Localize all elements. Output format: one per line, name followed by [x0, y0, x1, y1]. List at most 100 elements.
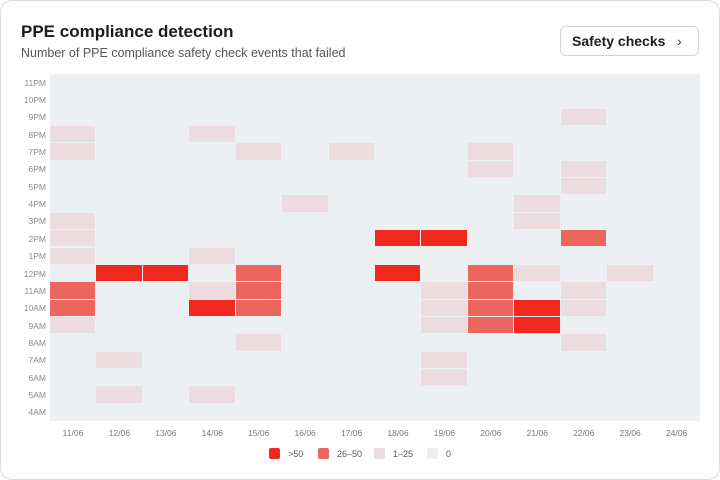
- heatmap-cell-21-06-1pm[interactable]: [514, 247, 560, 264]
- heatmap-cell-16-06-10am[interactable]: [282, 299, 328, 316]
- heatmap-cell-21-06-3pm[interactable]: [514, 212, 560, 230]
- heatmap-cell-14-06-3pm[interactable]: [189, 212, 235, 230]
- heatmap-cell-17-06-10am[interactable]: [328, 299, 374, 316]
- heatmap-cell-12-06-9am[interactable]: [96, 316, 142, 334]
- heatmap-cell-15-06-2pm[interactable]: [235, 230, 282, 247]
- heatmap-cell-22-06-6pm[interactable]: [560, 160, 607, 178]
- heatmap-cell-16-06-8pm[interactable]: [282, 126, 328, 143]
- heatmap-cell-22-06-11am[interactable]: [560, 282, 607, 299]
- heatmap-cell-13-06-6am[interactable]: [142, 368, 189, 386]
- heatmap-cell-16-06-11pm[interactable]: [282, 74, 328, 91]
- heatmap-cell-19-06-9pm[interactable]: [421, 108, 467, 126]
- heatmap-cell-14-06-10pm[interactable]: [189, 91, 235, 108]
- heatmap-cell-13-06-8pm[interactable]: [142, 126, 189, 143]
- heatmap-cell-15-06-4pm[interactable]: [235, 195, 282, 212]
- heatmap-cell-22-06-3pm[interactable]: [560, 212, 607, 230]
- heatmap-cell-16-06-3pm[interactable]: [282, 212, 328, 230]
- heatmap-cell-17-06-6am[interactable]: [328, 368, 374, 386]
- heatmap-cell-12-06-11pm[interactable]: [96, 74, 142, 91]
- heatmap-cell-23-06-11pm[interactable]: [607, 74, 653, 91]
- heatmap-cell-17-06-3pm[interactable]: [328, 212, 374, 230]
- heatmap-cell-15-06-10pm[interactable]: [235, 91, 282, 108]
- heatmap-cell-12-06-9pm[interactable]: [96, 108, 142, 126]
- heatmap-cell-19-06-8am[interactable]: [421, 334, 467, 351]
- heatmap-cell-23-06-8pm[interactable]: [607, 126, 653, 143]
- heatmap-cell-20-06-11am[interactable]: [467, 282, 514, 299]
- heatmap-cell-21-06-5am[interactable]: [514, 386, 560, 403]
- heatmap-cell-24-06-6am[interactable]: [653, 368, 699, 386]
- heatmap-cell-12-06-7pm[interactable]: [96, 143, 142, 160]
- heatmap-cell-11-06-2pm[interactable]: [50, 230, 96, 247]
- heatmap-cell-11-06-4pm[interactable]: [50, 195, 96, 212]
- heatmap-cell-15-06-3pm[interactable]: [235, 212, 282, 230]
- heatmap-cell-13-06-1pm[interactable]: [142, 247, 189, 264]
- heatmap-cell-19-06-10am[interactable]: [421, 299, 467, 316]
- heatmap-cell-12-06-7am[interactable]: [96, 351, 142, 368]
- heatmap-cell-12-06-12pm[interactable]: [96, 264, 142, 282]
- heatmap-cell-16-06-8am[interactable]: [282, 334, 328, 351]
- heatmap-cell-17-06-5pm[interactable]: [328, 178, 374, 195]
- heatmap-cell-20-06-4pm[interactable]: [467, 195, 514, 212]
- heatmap-cell-13-06-4am[interactable]: [142, 403, 189, 420]
- heatmap-cell-24-06-9am[interactable]: [653, 316, 699, 334]
- heatmap-cell-16-06-7am[interactable]: [282, 351, 328, 368]
- heatmap-cell-24-06-8am[interactable]: [653, 334, 699, 351]
- heatmap-cell-24-06-8pm[interactable]: [653, 126, 699, 143]
- heatmap-cell-21-06-10am[interactable]: [514, 299, 560, 316]
- heatmap-cell-16-06-5pm[interactable]: [282, 178, 328, 195]
- heatmap-cell-12-06-10am[interactable]: [96, 299, 142, 316]
- heatmap-cell-14-06-7pm[interactable]: [189, 143, 235, 160]
- heatmap-cell-12-06-4am[interactable]: [96, 403, 142, 420]
- heatmap-cell-21-06-7pm[interactable]: [514, 143, 560, 160]
- heatmap-cell-19-06-5am[interactable]: [421, 386, 467, 403]
- heatmap-cell-24-06-4pm[interactable]: [653, 195, 699, 212]
- heatmap-cell-17-06-9am[interactable]: [328, 316, 374, 334]
- heatmap-cell-12-06-3pm[interactable]: [96, 212, 142, 230]
- heatmap-cell-12-06-5am[interactable]: [96, 386, 142, 403]
- heatmap-cell-23-06-7am[interactable]: [607, 351, 653, 368]
- heatmap-cell-16-06-10pm[interactable]: [282, 91, 328, 108]
- heatmap-cell-23-06-4pm[interactable]: [607, 195, 653, 212]
- heatmap-cell-17-06-11am[interactable]: [328, 282, 374, 299]
- heatmap-cell-18-06-11pm[interactable]: [375, 74, 421, 91]
- heatmap-cell-15-06-11pm[interactable]: [235, 74, 282, 91]
- heatmap-cell-19-06-7pm[interactable]: [421, 143, 467, 160]
- heatmap-cell-15-06-10am[interactable]: [235, 299, 282, 316]
- heatmap-cell-19-06-3pm[interactable]: [421, 212, 467, 230]
- heatmap-cell-23-06-5pm[interactable]: [607, 178, 653, 195]
- heatmap-cell-11-06-7pm[interactable]: [50, 143, 96, 160]
- heatmap-cell-16-06-6am[interactable]: [282, 368, 328, 386]
- heatmap-cell-21-06-2pm[interactable]: [514, 230, 560, 247]
- heatmap-cell-15-06-5am[interactable]: [235, 386, 282, 403]
- heatmap-cell-18-06-2pm[interactable]: [375, 230, 421, 247]
- heatmap-cell-16-06-4am[interactable]: [282, 403, 328, 420]
- heatmap-cell-16-06-6pm[interactable]: [282, 160, 328, 178]
- heatmap-cell-18-06-7pm[interactable]: [375, 143, 421, 160]
- heatmap-cell-18-06-4am[interactable]: [375, 403, 421, 420]
- heatmap-cell-19-06-1pm[interactable]: [421, 247, 467, 264]
- heatmap-cell-14-06-1pm[interactable]: [189, 247, 235, 264]
- heatmap-cell-20-06-2pm[interactable]: [467, 230, 514, 247]
- heatmap-cell-17-06-4pm[interactable]: [328, 195, 374, 212]
- heatmap-cell-15-06-11am[interactable]: [235, 282, 282, 299]
- heatmap-cell-13-06-10am[interactable]: [142, 299, 189, 316]
- heatmap-cell-14-06-11pm[interactable]: [189, 74, 235, 91]
- heatmap-cell-24-06-5pm[interactable]: [653, 178, 699, 195]
- heatmap-cell-11-06-10am[interactable]: [50, 299, 96, 316]
- heatmap-cell-15-06-7am[interactable]: [235, 351, 282, 368]
- heatmap-cell-16-06-5am[interactable]: [282, 386, 328, 403]
- heatmap-cell-23-06-10am[interactable]: [607, 299, 653, 316]
- heatmap-cell-15-06-5pm[interactable]: [235, 178, 282, 195]
- heatmap-cell-15-06-1pm[interactable]: [235, 247, 282, 264]
- heatmap-cell-11-06-7am[interactable]: [50, 351, 96, 368]
- heatmap-cell-21-06-11pm[interactable]: [514, 74, 560, 91]
- heatmap-cell-17-06-8am[interactable]: [328, 334, 374, 351]
- heatmap-cell-12-06-1pm[interactable]: [96, 247, 142, 264]
- heatmap-cell-14-06-6am[interactable]: [189, 368, 235, 386]
- heatmap-cell-12-06-8am[interactable]: [96, 334, 142, 351]
- heatmap-cell-15-06-8pm[interactable]: [235, 126, 282, 143]
- heatmap-cell-23-06-2pm[interactable]: [607, 230, 653, 247]
- heatmap-cell-22-06-12pm[interactable]: [560, 264, 607, 282]
- heatmap-cell-13-06-6pm[interactable]: [142, 160, 189, 178]
- heatmap-cell-17-06-12pm[interactable]: [328, 264, 374, 282]
